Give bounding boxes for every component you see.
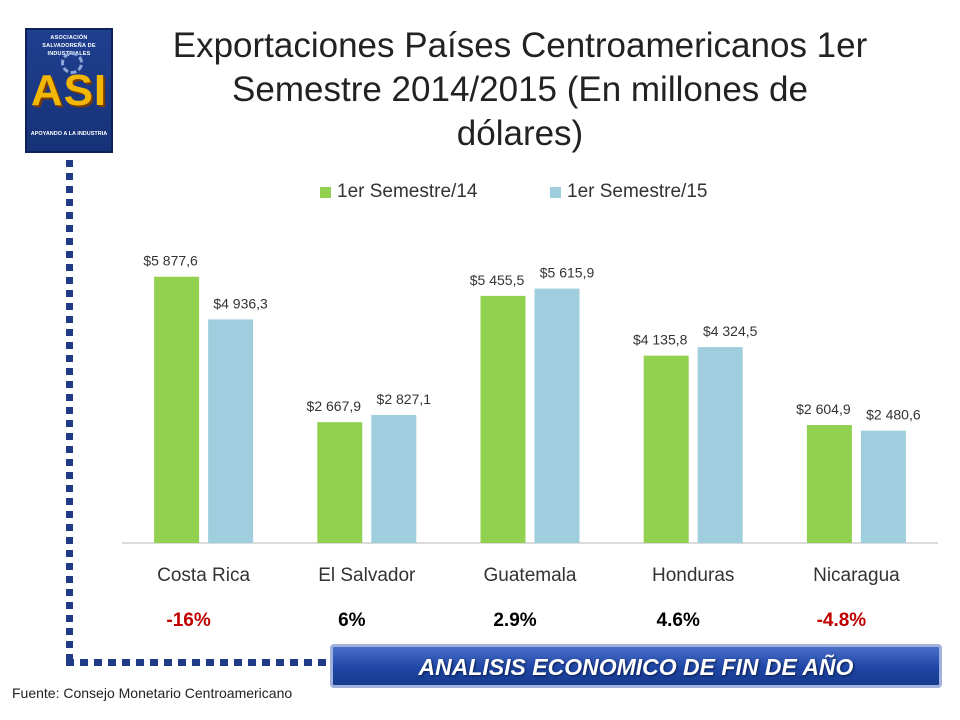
change-percent-3: 4.6%	[656, 610, 700, 631]
asi-logo: ASOCIACIÓN SALVADOREÑA DE INDUSTRIALES A…	[25, 28, 113, 153]
banner-text: ANALISIS ECONOMICO DE FIN DE AÑO	[418, 654, 854, 680]
category-label-2: Guatemala	[484, 565, 577, 586]
banner: ANALISIS ECONOMICO DE FIN DE AÑO	[330, 644, 942, 688]
bar-3-0	[643, 355, 689, 543]
dotted-border-vertical	[66, 160, 73, 665]
legend-swatch-0	[320, 187, 331, 198]
data-label-1-0: $2 667,9	[307, 398, 362, 414]
legend-label-0: 1er Semestre/14	[337, 181, 478, 202]
legend-swatch-1	[550, 187, 561, 198]
data-label-2-0: $5 455,5	[470, 272, 525, 288]
change-percent-0: -16%	[166, 610, 211, 631]
bar-3-1	[697, 347, 743, 543]
bar-chart: 1er Semestre/14 1er Semestre/15 $5 877,6 $4…	[122, 181, 938, 586]
dotted-border-horizontal	[66, 659, 334, 666]
bar-2-0	[480, 295, 526, 543]
change-percent-4: -4.8%	[816, 610, 867, 631]
category-label-3: Honduras	[652, 565, 734, 586]
bar-4-1	[860, 430, 906, 543]
category-label-0: Costa Rica	[157, 565, 250, 586]
category-label-4: Nicaragua	[813, 565, 900, 586]
title-line-1: Exportaciones Países Centroamericanos 1e…	[172, 26, 868, 65]
data-label-2-1: $5 615,9	[540, 265, 595, 281]
title-line-3: dólares)	[456, 114, 584, 153]
data-label-3-1: $4 324,5	[703, 323, 758, 339]
title-line-2: Semestre 2014/2015 (En millones de	[232, 70, 808, 109]
data-label-0-0: $5 877,6	[143, 253, 198, 269]
logo-main-text: ASI	[30, 66, 108, 115]
legend-label-1: 1er Semestre/15	[567, 181, 707, 202]
data-label-3-0: $4 135,8	[633, 332, 688, 348]
logo-bottom-text: APOYANDO A LA INDUSTRIA	[30, 131, 108, 137]
bar-0-0	[154, 276, 200, 543]
bar-0-1	[208, 319, 254, 543]
category-label-1: El Salvador	[318, 565, 416, 586]
data-label-4-1: $2 480,6	[866, 407, 921, 423]
gear-icon	[61, 52, 83, 74]
change-percent-1: 6%	[338, 610, 366, 631]
bar-4-0	[806, 424, 852, 543]
bar-2-1	[534, 288, 580, 543]
change-percent-2: 2.9%	[493, 610, 537, 631]
data-label-1-1: $2 827,1	[377, 391, 432, 407]
page-title: Exportaciones Países Centroamericanos 1e…	[140, 24, 900, 156]
data-label-4-0: $2 604,9	[796, 401, 851, 417]
bar-1-1	[371, 414, 417, 543]
data-label-0-1: $4 936,3	[213, 295, 268, 311]
source-note: Fuente: Consejo Monetario Centroamerican…	[12, 685, 293, 701]
bar-1-0	[317, 422, 363, 543]
